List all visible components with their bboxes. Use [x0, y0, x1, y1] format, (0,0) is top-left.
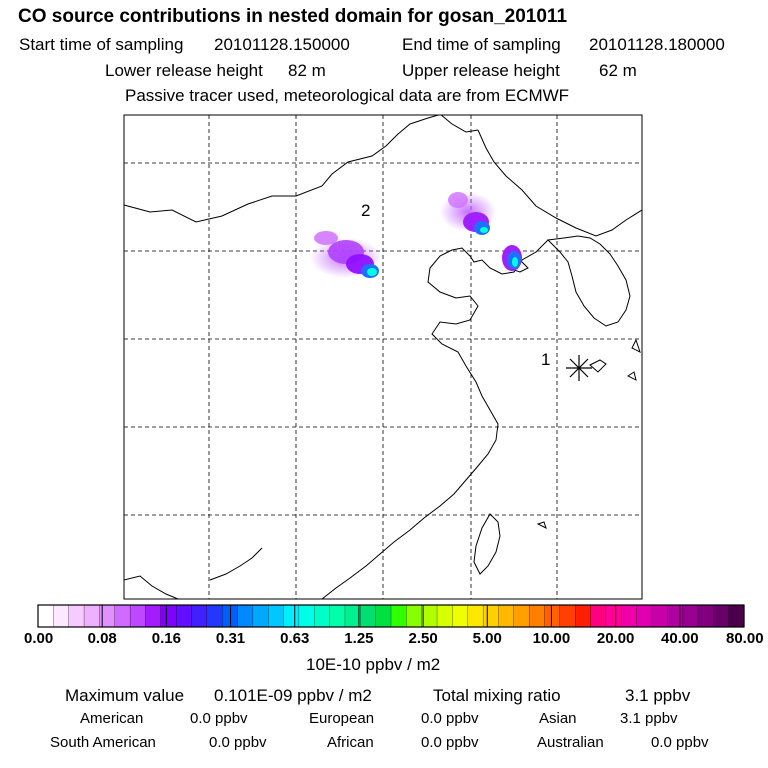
colorbar-cell: [467, 604, 484, 628]
colorbar-cell: [160, 604, 177, 628]
region-value: 0.0 ppbv: [421, 734, 479, 751]
colorbar-cell: [390, 604, 407, 628]
colorbar-cell: [191, 604, 208, 628]
region-value: 0.0 ppbv: [209, 734, 267, 751]
colorbar-tick-label: 0.00: [24, 630, 54, 647]
colorbar-cell: [375, 604, 392, 628]
colorbar-cell: [605, 604, 622, 628]
colorbar-tick-label: 0.16: [151, 630, 181, 647]
max-value-label: Maximum value: [65, 686, 185, 705]
colorbar-tick-label: 2.50: [408, 630, 438, 647]
colorbar-cell: [728, 604, 745, 628]
total-mixing-value: 3.1 ppbv: [625, 686, 691, 705]
upper-height-value: 62 m: [599, 61, 637, 80]
colorbar-cell: [298, 604, 315, 628]
colorbar-cell: [636, 604, 653, 628]
region-value: 0.0 ppbv: [421, 710, 479, 727]
colorbar-tick-label: 40.00: [661, 630, 699, 647]
colorbar-cell: [268, 604, 285, 628]
upper-height-label: Upper release height: [402, 61, 560, 80]
total-mixing-label: Total mixing ratio: [433, 686, 561, 705]
colorbar-cell: [114, 604, 131, 628]
colorbar-cell: [68, 604, 85, 628]
colorbar-units: 10E-10 ppbv / m2: [306, 655, 441, 674]
colorbar-tick-label: 10.00: [532, 630, 571, 647]
colorbar-cell: [37, 604, 54, 628]
start-time-value: 20101128.150000: [214, 35, 350, 54]
colorbar-cell: [621, 604, 638, 628]
source-label-1: 1: [541, 350, 550, 369]
colorbar-cell: [544, 604, 561, 628]
colorbar-cell: [145, 604, 162, 628]
colorbar-cell: [175, 604, 193, 628]
colorbar-tick-label: 0.08: [87, 630, 117, 647]
end-time-value: 20101128.180000: [589, 35, 725, 54]
region-name: Asian: [539, 710, 577, 727]
colorbar-cell: [222, 604, 239, 628]
colorbar-cell: [406, 604, 423, 628]
colorbar-cell: [482, 604, 499, 628]
colorbar-cell: [237, 604, 254, 628]
lower-height-label: Lower release height: [105, 61, 263, 80]
source-label-2: 2: [361, 201, 370, 220]
end-time-label: End time of sampling: [402, 35, 561, 54]
colorbar-cell: [498, 604, 515, 628]
coastlines: [124, 115, 642, 599]
colorbar-cell: [513, 604, 530, 628]
region-value: 0.0 ppbv: [190, 710, 248, 727]
colorbar-frame: [37, 604, 745, 628]
colorbar-cell: [697, 604, 714, 628]
colorbar-tick-label: 1.25: [344, 630, 374, 647]
colorbar-tick-label: 20.00: [596, 630, 635, 647]
region-name: South American: [50, 734, 156, 751]
colorbar-cell: [559, 604, 576, 628]
plume-east: [440, 192, 522, 271]
colorbar-cell: [713, 604, 730, 628]
region-name: American: [80, 710, 144, 727]
colorbar-cell: [53, 604, 70, 628]
region-name: European: [309, 710, 375, 727]
colorbar-cell: [651, 604, 668, 628]
colorbar-cell: [83, 604, 100, 628]
colorbar-cell: [682, 604, 699, 628]
tracer-note: Passive tracer used, meteorological data…: [125, 86, 570, 105]
plume-west: [310, 231, 382, 278]
colorbar-cell: [436, 604, 453, 628]
colorbar-cell: [452, 604, 469, 628]
start-time-label: Start time of sampling: [19, 35, 184, 54]
colorbar-cell: [314, 604, 331, 628]
colorbar-tick-label: 0.31: [215, 630, 246, 647]
colorbar-cell: [129, 604, 146, 628]
max-value: 0.101E-09 ppbv / m2: [214, 686, 372, 705]
colorbar-cell: [360, 604, 377, 628]
colorbar-cell: [590, 604, 607, 628]
lower-height-value: 82 m: [288, 61, 326, 80]
colorbar-cell: [283, 604, 300, 628]
colorbar-cell: [206, 604, 223, 628]
region-value: 3.1 ppbv: [620, 710, 678, 727]
colorbar-cell: [252, 604, 269, 628]
region-name: Australian: [537, 734, 604, 751]
colorbar-cell: [575, 604, 592, 628]
colorbar-cell: [344, 604, 361, 628]
colorbar-cell: [528, 604, 546, 628]
colorbar-cell: [421, 604, 438, 628]
map-title: CO source contributions in nested domain…: [18, 6, 568, 27]
colorbar-cell: [667, 604, 684, 628]
receptor-star-icon: [566, 355, 592, 381]
colorbar-tick-label: 0.63: [280, 630, 310, 647]
region-name: African: [327, 734, 374, 751]
colorbar-cell: [329, 604, 346, 628]
colorbar-tick-label: 80.00: [726, 630, 764, 647]
colorbar-tick-label: 5.00: [472, 630, 502, 647]
region-value: 0.0 ppbv: [651, 734, 709, 751]
